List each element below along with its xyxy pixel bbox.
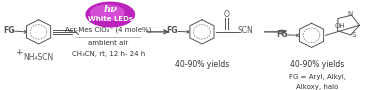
Text: ambient air: ambient air	[88, 40, 129, 46]
Text: SCN: SCN	[238, 26, 254, 35]
Text: N: N	[347, 11, 352, 17]
Text: Alkoxy, halo: Alkoxy, halo	[296, 84, 339, 90]
Ellipse shape	[85, 2, 135, 28]
Text: OH: OH	[334, 23, 345, 29]
Text: White LEDs: White LEDs	[88, 16, 133, 22]
Text: +: +	[15, 48, 22, 57]
Text: Acr-Mes ClO₄⁻ (4 mole%): Acr-Mes ClO₄⁻ (4 mole%)	[65, 27, 152, 33]
Text: hν: hν	[103, 5, 117, 14]
Text: FG: FG	[3, 26, 14, 35]
Text: FG = Aryl, Alkyl,: FG = Aryl, Alkyl,	[289, 74, 346, 80]
Text: CH₃CN, rt, 12 h- 24 h: CH₃CN, rt, 12 h- 24 h	[72, 50, 145, 57]
Text: 40-90% yields: 40-90% yields	[290, 60, 345, 69]
Text: FG: FG	[276, 30, 287, 39]
Text: FG: FG	[166, 26, 178, 35]
Ellipse shape	[90, 4, 125, 21]
Text: NH₄SCN: NH₄SCN	[23, 53, 54, 62]
Text: 40-90% yields: 40-90% yields	[175, 60, 229, 69]
Text: O: O	[223, 10, 229, 19]
Text: S: S	[351, 32, 355, 38]
